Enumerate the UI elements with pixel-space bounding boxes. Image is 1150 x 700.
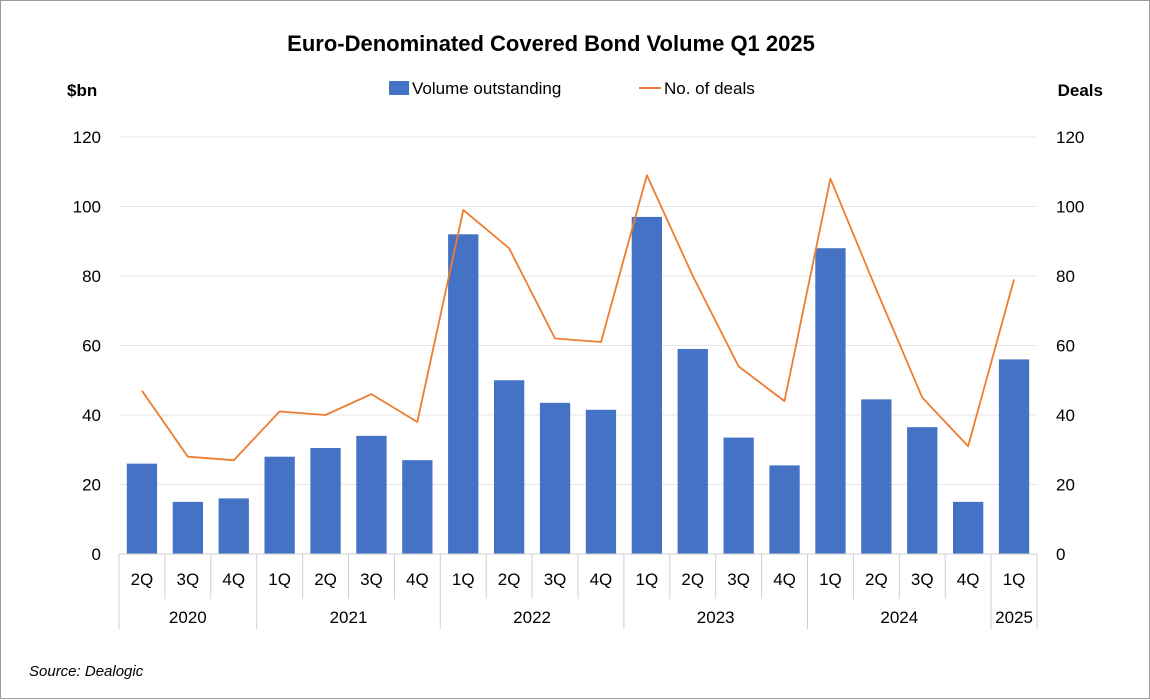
volume-bar [494,380,525,554]
volume-bar [631,216,662,555]
volume-bar [539,402,571,554]
volume-bar [815,248,846,554]
right-tick-label: 100 [1056,198,1084,217]
deals-line-series [141,174,1015,462]
right-tick-label: 40 [1056,406,1075,425]
category-label: 4Q [222,570,245,589]
legend-label-deals: No. of deals [664,79,755,98]
chart-title: Euro-Denominated Covered Bond Volume Q1 … [287,31,815,56]
left-tick-label: 40 [82,406,101,425]
category-label: 4Q [590,570,613,589]
volume-bar [264,456,295,554]
category-label: 2Q [865,570,888,589]
volume-bar [769,465,800,554]
category-label: 1Q [636,570,659,589]
legend: Volume outstanding No. of deals [389,79,755,98]
legend-swatch-volume [389,81,409,95]
volume-bar [998,359,1030,554]
left-tick-label: 20 [82,476,101,495]
category-label: 3Q [177,570,200,589]
volume-bar [448,234,479,555]
left-tick-label: 0 [92,545,101,564]
category-label: 1Q [268,570,291,589]
left-axis-unit: $bn [67,81,97,100]
year-group-label: 2023 [697,608,735,627]
right-tick-label: 20 [1056,476,1075,495]
right-axis-unit: Deals [1058,81,1103,100]
legend-label-volume: Volume outstanding [412,79,561,98]
right-axis-ticks: 0 20 40 60 80 100 120 [1056,128,1084,564]
category-label: 1Q [1003,570,1026,589]
year-group-label: 2021 [330,608,368,627]
right-tick-label: 120 [1056,128,1084,147]
volume-bar [585,409,617,554]
category-axis: 2Q 3Q 4Q 1Q 2Q 3Q 4Q 1Q 2Q 3Q 4Q 1Q 2Q 3Q 4Q 1Q 2Q 3Q 4Q 1Q… [118,553,1038,629]
category-label: 4Q [957,570,980,589]
left-tick-label: 60 [82,337,101,356]
category-label: 1Q [819,570,842,589]
category-label: 2Q [314,570,337,589]
category-label: 3Q [544,570,567,589]
volume-bar [402,460,433,554]
left-axis-ticks: 0 20 40 60 80 100 120 [73,128,101,564]
year-group-label: 2022 [513,608,551,627]
right-tick-label: 0 [1056,545,1065,564]
source-note: Source: Dealogic [29,663,144,680]
volume-bar [172,501,203,554]
category-label: 2Q [498,570,521,589]
year-group-label: 2024 [880,608,918,627]
left-tick-label: 120 [73,128,101,147]
category-label: 1Q [452,570,475,589]
category-label: 4Q [406,570,429,589]
year-group-label: 2025 [995,608,1033,627]
volume-bar [907,427,938,554]
volume-bar [953,501,984,554]
volume-bar [356,435,387,554]
category-label: 2Q [131,570,154,589]
deals-line [141,174,1015,462]
gridlines [119,136,1037,485]
volume-bar [861,399,892,554]
left-tick-label: 80 [82,267,101,286]
year-group-label: 2020 [169,608,207,627]
volume-bars [126,216,1030,555]
category-label: 2Q [681,570,704,589]
volume-bar [723,437,754,554]
right-tick-label: 80 [1056,267,1075,286]
category-label: 3Q [727,570,750,589]
left-tick-label: 100 [73,198,101,217]
volume-bar [126,463,158,554]
category-label: 4Q [773,570,796,589]
category-label: 3Q [911,570,934,589]
volume-bar [218,498,249,554]
volume-bar [310,448,341,554]
category-label: 3Q [360,570,383,589]
volume-bar [677,348,708,554]
right-tick-label: 60 [1056,337,1075,356]
